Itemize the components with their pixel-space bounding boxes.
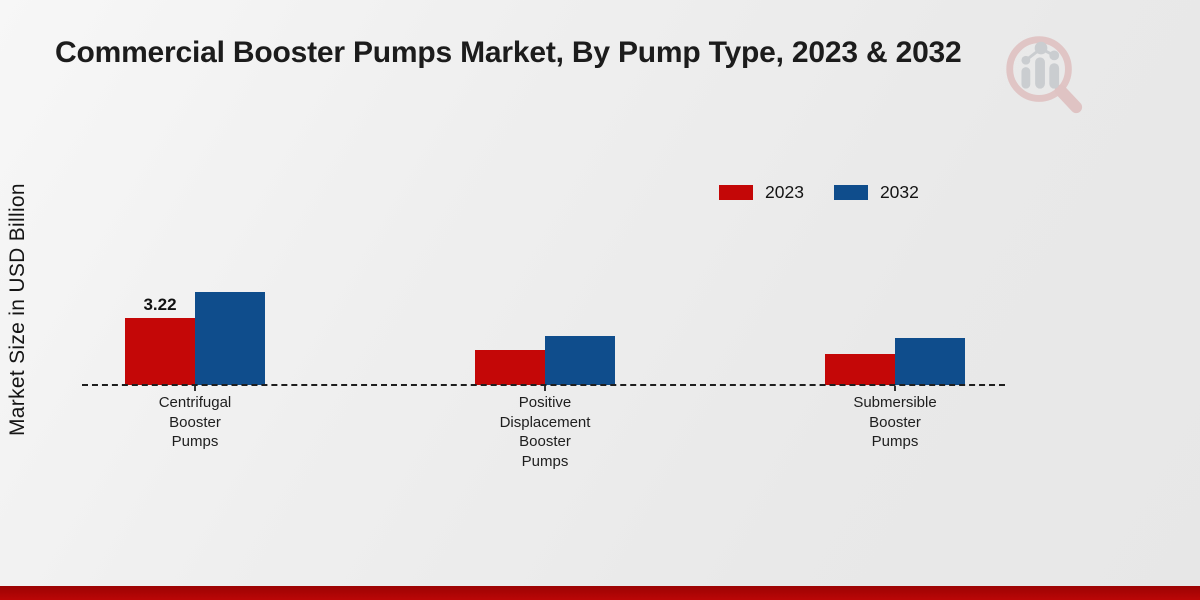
bar-2023-2 — [825, 354, 895, 385]
legend-item-2023: 2023 — [719, 182, 804, 203]
x-axis-tick — [544, 386, 546, 391]
legend-label-2032: 2032 — [879, 182, 919, 202]
bar-2023-0 — [125, 318, 195, 385]
footer-strip — [0, 586, 1200, 600]
legend-swatch-2032 — [833, 185, 868, 200]
category-label-1: Positive Displacement Booster Pumps — [499, 394, 591, 470]
x-axis-tick — [894, 386, 896, 391]
market-research-logo — [998, 26, 1086, 118]
category-label-2: Submersible Booster Pumps — [853, 394, 937, 450]
bar-2032-1 — [545, 336, 615, 385]
legend-swatch-2023 — [719, 185, 753, 200]
legend-label-2023: 2023 — [765, 182, 804, 202]
bar-2032-2 — [895, 338, 965, 385]
legend-item-2032: 2032 — [833, 182, 919, 203]
chart-title: Commercial Booster Pumps Market, By Pump… — [55, 36, 962, 69]
magnifier-chart-logo-icon — [1006, 36, 1083, 114]
category-label-0: Centrifugal Booster Pumps — [158, 394, 232, 450]
legend: 2023 2032 — [719, 182, 919, 203]
x-axis-baseline — [82, 384, 1005, 386]
x-axis-tick — [194, 386, 196, 391]
bar-2023-1 — [475, 350, 545, 385]
bar-value-label: 3.22 — [143, 295, 177, 314]
bar-2032-0 — [195, 292, 265, 385]
